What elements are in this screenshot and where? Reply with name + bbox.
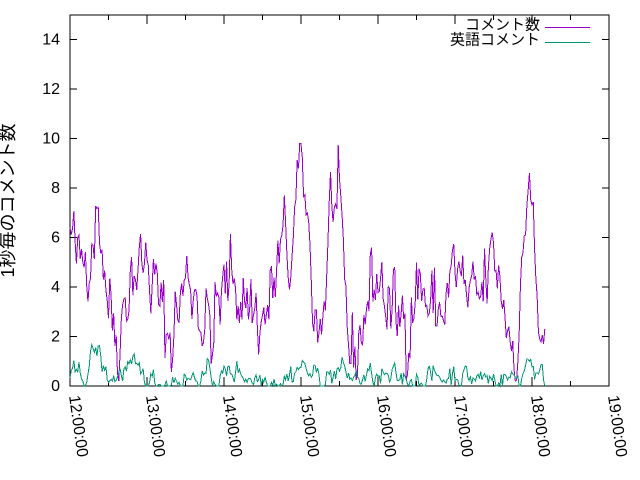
svg-text:13:00:00: 13:00:00	[142, 394, 168, 458]
svg-text:1秒毎のコメント数: 1秒毎のコメント数	[0, 123, 18, 277]
svg-text:2: 2	[51, 329, 60, 346]
svg-text:0: 0	[51, 378, 60, 395]
svg-text:10: 10	[42, 131, 60, 148]
svg-text:16:00:00: 16:00:00	[373, 394, 399, 458]
svg-text:19:00:00: 19:00:00	[604, 394, 630, 458]
svg-text:14:00:00: 14:00:00	[219, 394, 245, 458]
svg-text:12:00:00: 12:00:00	[65, 394, 91, 458]
svg-text:英語コメント: 英語コメント	[450, 31, 540, 49]
svg-text:4: 4	[51, 279, 60, 296]
svg-text:6: 6	[51, 230, 60, 247]
svg-text:15:00:00: 15:00:00	[296, 394, 322, 458]
svg-text:17:00:00: 17:00:00	[450, 394, 476, 458]
svg-text:8: 8	[51, 180, 60, 197]
svg-text:18:00:00: 18:00:00	[527, 394, 553, 458]
svg-text:14: 14	[42, 32, 60, 49]
svg-text:12: 12	[42, 81, 60, 98]
